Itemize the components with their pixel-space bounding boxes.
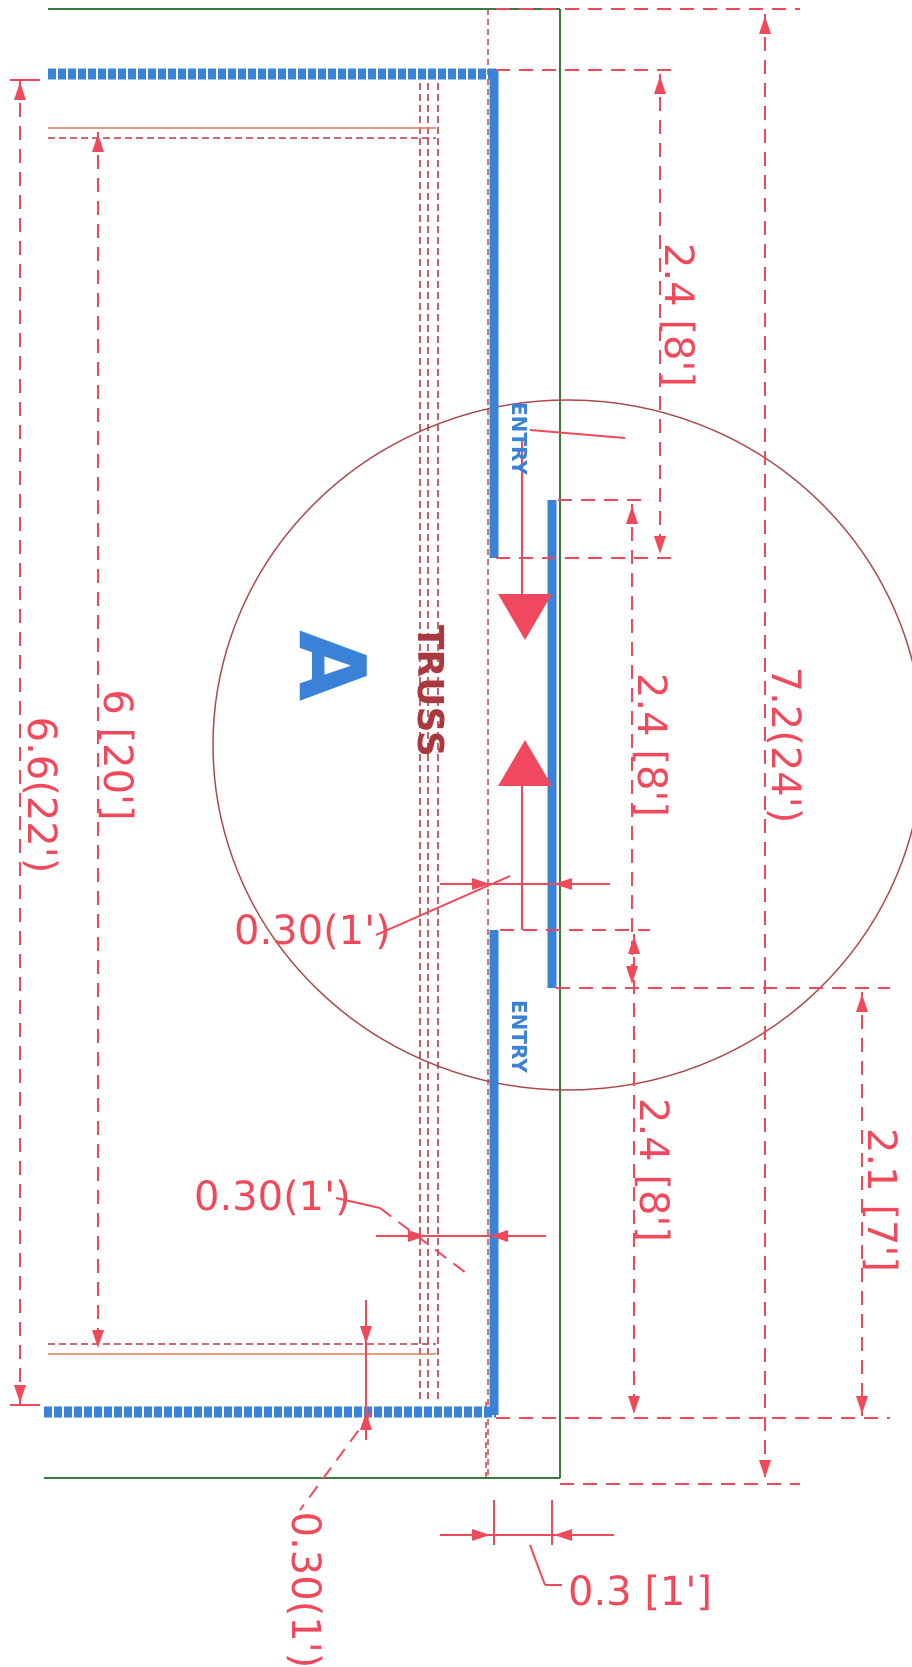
dimension-overall-left bbox=[10, 79, 40, 1406]
entry-arrow-up bbox=[498, 740, 552, 786]
module-outline bbox=[44, 8, 561, 1479]
dimension-gap-center bbox=[375, 875, 610, 936]
label-gap-lower: 0.30(1') bbox=[194, 1174, 351, 1220]
truss-label: TRUSS bbox=[409, 625, 450, 757]
dimension-inner-left bbox=[92, 132, 104, 1350]
dimension-door-height bbox=[856, 992, 868, 1416]
dimension-gap-lower bbox=[335, 1197, 546, 1277]
dimension-bottom-span bbox=[628, 934, 640, 1416]
entry-label-top: ENTRY bbox=[507, 402, 531, 475]
entry-arrow-down bbox=[498, 594, 552, 640]
label-door-height: 2.1 [7'] bbox=[858, 1128, 904, 1272]
dimension-gap-bottom bbox=[299, 1300, 373, 1511]
label-overall-right: 7.2(24') bbox=[762, 667, 808, 824]
label-bottom-span: 2.4 [8'] bbox=[630, 1098, 676, 1242]
walls bbox=[44, 68, 557, 1418]
dimension-overall-right bbox=[759, 14, 771, 1480]
entry-label-bottom: ENTRY bbox=[507, 1000, 531, 1073]
label-overall-left: 6.6(22') bbox=[18, 717, 64, 874]
reference-circle bbox=[212, 399, 912, 1091]
label-gap-center: 0.30(1') bbox=[234, 908, 391, 954]
dimension-top-span bbox=[654, 74, 666, 556]
label-gap-bottom: 0.30(1') bbox=[282, 1512, 328, 1667]
label-top-span: 2.4 [8'] bbox=[655, 243, 701, 387]
label-offset-bottom: 0.3 [1'] bbox=[568, 1569, 712, 1615]
label-inner-left: 6 [20'] bbox=[94, 689, 140, 820]
label-mid-span: 2.4 [8'] bbox=[628, 673, 674, 817]
area-marker: A bbox=[278, 630, 385, 701]
inner-room-lines bbox=[48, 127, 436, 1355]
entry-arrows bbox=[498, 429, 626, 930]
reference-lines bbox=[496, 8, 890, 1485]
dimension-offset-bottom bbox=[440, 1500, 614, 1586]
